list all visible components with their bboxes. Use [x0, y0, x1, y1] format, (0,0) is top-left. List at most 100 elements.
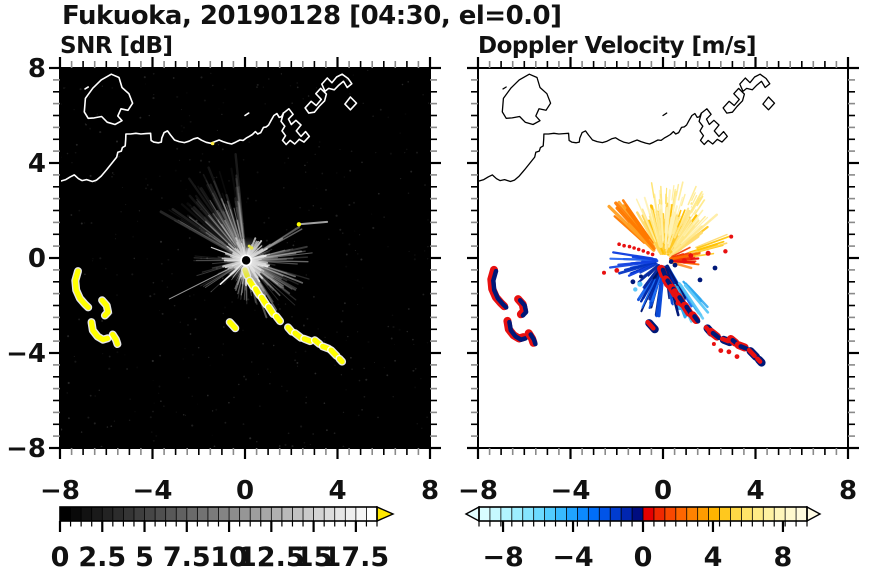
noise-dot: [222, 354, 224, 356]
noise-dot: [421, 427, 423, 429]
echo-dot: [627, 244, 632, 249]
noise-dot: [74, 151, 77, 154]
noise-dot: [278, 308, 281, 310]
noise-dot: [393, 344, 395, 346]
radar-ray: [207, 166, 243, 249]
noise-dot: [159, 354, 162, 357]
noise-dot: [259, 405, 261, 407]
noise-dot: [228, 180, 230, 182]
noise-dot: [404, 151, 406, 154]
colorbar-segment: [752, 507, 764, 521]
noise-dot: [357, 253, 359, 255]
echo-blob: [285, 324, 295, 335]
noise-dot: [305, 401, 307, 404]
noise-dot: [391, 314, 394, 317]
echo-blob: [738, 344, 749, 351]
noise-dot: [188, 376, 190, 379]
noise-dot: [218, 108, 220, 110]
echo-dot: [602, 270, 606, 275]
noise-dot: [189, 295, 191, 297]
colorbar-label: 0: [634, 542, 653, 570]
noise-dot: [345, 388, 347, 391]
radar-ray: [614, 201, 656, 251]
colorbar-label: 0: [51, 542, 70, 570]
radar-ray: [691, 194, 698, 206]
noise-dot: [179, 321, 181, 323]
noise-dot: [160, 262, 163, 265]
colorbar-segment: [686, 507, 699, 521]
colorbar-segment: [60, 507, 71, 521]
y-tick-label: −8: [6, 434, 46, 464]
echo-blob: [253, 286, 262, 298]
noise-dot: [251, 361, 253, 363]
noise-dot: [83, 222, 86, 224]
noise-dot: [414, 386, 417, 389]
colorbar-segment: [345, 507, 357, 521]
noise-dot: [101, 85, 104, 87]
noise-dot: [291, 445, 294, 448]
noise-dot: [214, 176, 216, 179]
radar-ray: [690, 242, 728, 254]
radar-ray: [668, 268, 681, 290]
colorbar-label: −4: [552, 542, 593, 570]
noise-dot: [353, 201, 355, 204]
radar-ray: [672, 252, 701, 260]
echo-blob: [660, 267, 668, 279]
noise-dot: [70, 214, 73, 216]
colorbar-segment: [533, 507, 545, 521]
radar-ray: [212, 197, 240, 247]
radar-ray: [652, 268, 660, 280]
radar-ray: [211, 192, 236, 238]
noise-dot: [354, 230, 356, 232]
noise-dot: [118, 155, 120, 158]
noise-dot: [221, 113, 223, 115]
colorbar-segment: [599, 507, 611, 521]
noise-dot: [221, 354, 223, 356]
radar-ray: [676, 226, 696, 247]
radar-ray: [213, 190, 238, 242]
colorbar-segment: [81, 507, 93, 521]
noise-dot: [161, 312, 164, 315]
colorbar-segment: [366, 507, 378, 521]
noise-dot: [365, 378, 368, 381]
radar-ray: [696, 193, 704, 205]
radar-ray: [635, 198, 657, 243]
noise-dot: [312, 205, 315, 207]
noise-dot: [108, 367, 111, 370]
colorbar-segment: [186, 507, 198, 521]
colorbar-segment: [522, 507, 535, 521]
noise-dot: [289, 85, 292, 87]
noise-dot: [416, 151, 418, 154]
radar-ray: [159, 210, 235, 255]
x-tick-label: 4: [746, 476, 764, 506]
radar-ray: [234, 152, 247, 249]
colorbar-segment: [577, 507, 589, 521]
colorbar-segment: [218, 507, 230, 521]
noise-dot: [177, 248, 180, 251]
radar-ray: [670, 196, 683, 236]
noise-dot: [256, 440, 258, 443]
radar-ray: [235, 177, 243, 230]
noise-dot: [180, 124, 183, 127]
echo-blob: [88, 319, 111, 343]
noise-dot: [206, 394, 209, 397]
noise-dot: [200, 208, 202, 211]
noise-dot: [401, 83, 404, 86]
echo-dot: [734, 354, 740, 359]
noise-dot: [89, 174, 92, 177]
radar-ray: [673, 213, 718, 253]
noise-dot: [345, 78, 348, 81]
noise-dot: [340, 320, 343, 323]
noise-dot: [209, 364, 211, 366]
radar-ray: [199, 226, 231, 250]
noise-dot: [194, 318, 197, 321]
noise-dot: [406, 330, 408, 333]
colorbar-label: 8: [774, 542, 793, 570]
noise-dot: [408, 250, 410, 253]
radar-ray: [212, 213, 236, 246]
noise-dot: [199, 171, 202, 174]
noise-dot: [427, 245, 429, 248]
colorbar-segment: [741, 507, 753, 521]
noise-dot: [248, 141, 251, 143]
radar-ray: [668, 260, 693, 270]
